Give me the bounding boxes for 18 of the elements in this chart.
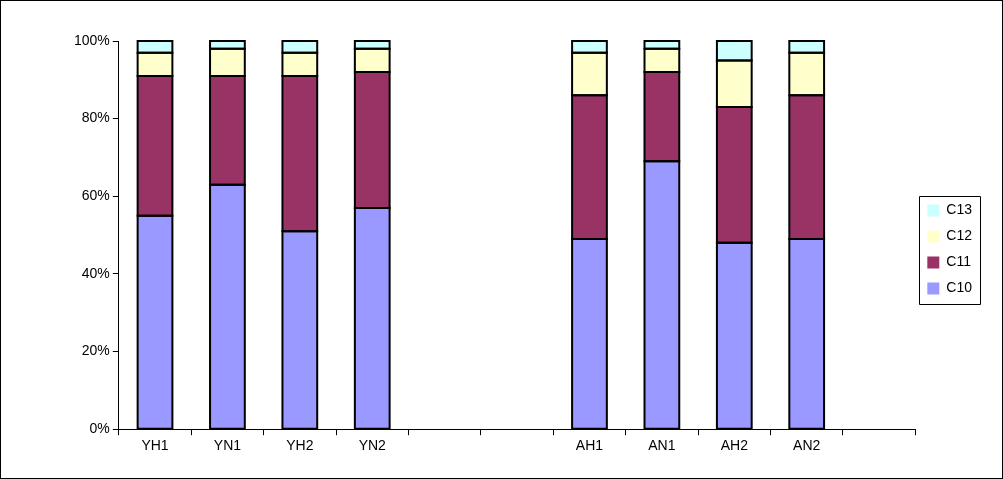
x-tick-label: AH1	[575, 437, 604, 454]
x-tick-label: YN2	[358, 437, 387, 454]
x-tick-label: YH1	[141, 437, 169, 454]
y-tick-label: 0%	[89, 420, 110, 437]
y-tick-label: 80%	[81, 109, 110, 126]
y-tick-label: 100%	[73, 31, 110, 48]
y-tick-label: 40%	[81, 264, 110, 281]
legend-label: C11	[946, 253, 972, 270]
y-tick-label: 20%	[81, 342, 110, 359]
x-tick-label: AN1	[648, 437, 676, 454]
legend-label: C12	[946, 227, 973, 244]
legend-label: C13	[946, 201, 973, 218]
x-tick-label: AN2	[793, 437, 821, 454]
legend-label: C10	[946, 279, 973, 296]
x-tick-label: YH2	[286, 437, 314, 454]
x-tick-label: YN1	[213, 437, 242, 454]
y-tick-label: 60%	[81, 187, 110, 204]
x-tick-label: AH2	[720, 437, 749, 454]
